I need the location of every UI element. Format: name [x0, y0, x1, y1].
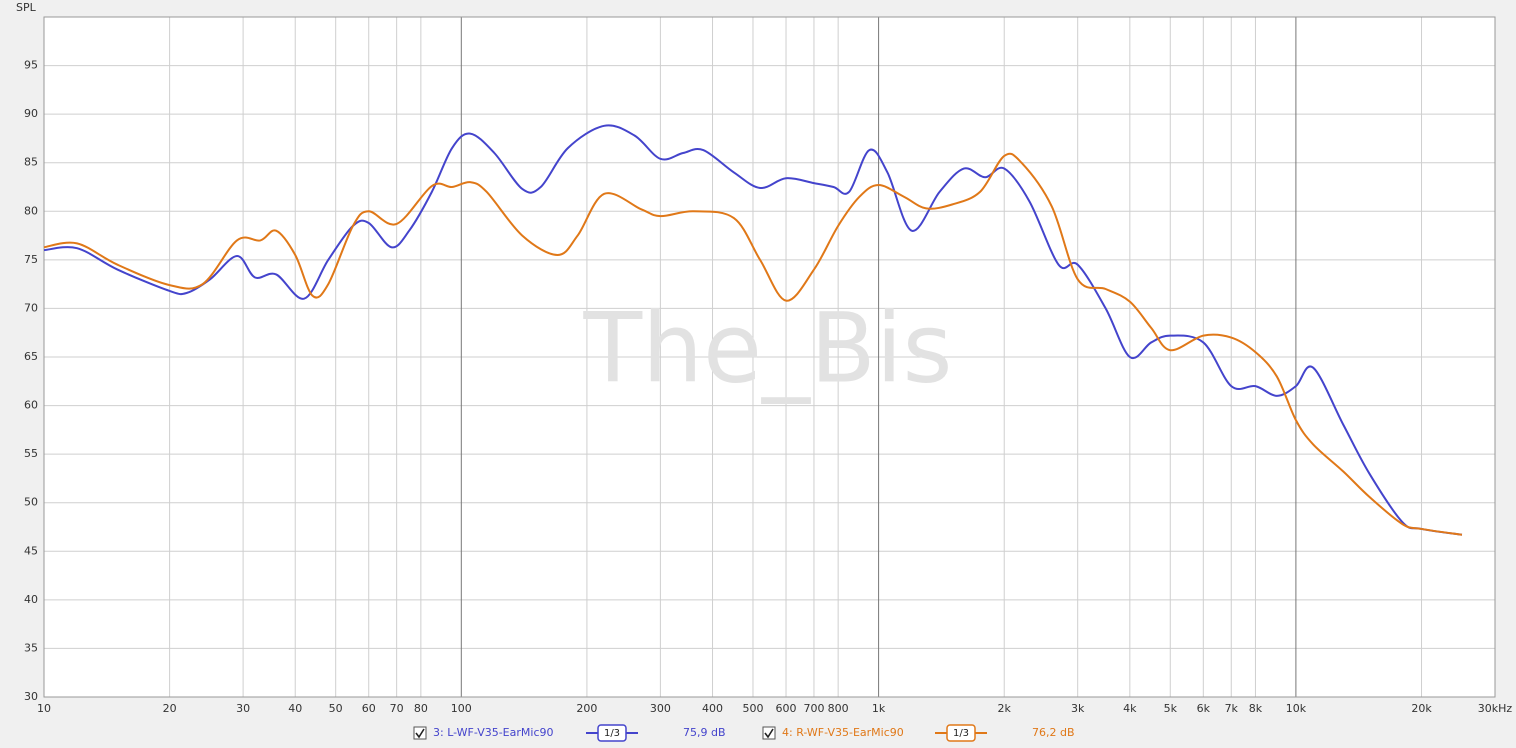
x-tick-label: 7k — [1225, 702, 1239, 715]
x-tick-label: 20k — [1411, 702, 1432, 715]
y-tick-label: 50 — [24, 496, 38, 509]
check-mark — [415, 728, 425, 739]
x-tick-label: 5k — [1164, 702, 1178, 715]
x-tick-label: 800 — [828, 702, 849, 715]
series-line — [43, 152, 1463, 536]
level-label: 75,9 dB — [683, 726, 726, 739]
x-tick-label: 8k — [1249, 702, 1263, 715]
checkbox[interactable] — [762, 726, 776, 740]
x-tick-label: 200 — [576, 702, 597, 715]
x-tick-label: 300 — [650, 702, 671, 715]
y-tick-label: 85 — [24, 156, 38, 169]
grid — [43, 17, 1496, 698]
x-tick-label: 30kHz — [1478, 702, 1513, 715]
x-tick-label: 60 — [362, 702, 376, 715]
y-tick-label: 35 — [24, 641, 38, 654]
x-tick-label: 700 — [803, 702, 824, 715]
x-tick-label: 6k — [1197, 702, 1211, 715]
y-tick-label: 55 — [24, 447, 38, 460]
x-tick-label: 40 — [288, 702, 302, 715]
x-tick-label: 600 — [776, 702, 797, 715]
y-tick-label: 60 — [24, 399, 38, 412]
x-tick-label: 3k — [1071, 702, 1085, 715]
x-tick-label: 10 — [37, 702, 51, 715]
x-tick-label: 400 — [702, 702, 723, 715]
x-tick-label: 4k — [1123, 702, 1137, 715]
smoothing-label: 1/3 — [953, 728, 969, 739]
legend-label: 3: L-WF-V35-EarMic90 — [433, 726, 553, 739]
checkbox[interactable] — [413, 726, 427, 740]
smoothing-label: 1/3 — [604, 728, 620, 739]
series-line — [43, 124, 1463, 536]
smoothing-box[interactable] — [597, 724, 627, 742]
x-tick-label: 80 — [414, 702, 428, 715]
watermark: The_Bis — [582, 292, 952, 404]
check-mark — [764, 728, 774, 739]
y-tick-label: 90 — [24, 107, 38, 120]
y-tick-label: 70 — [24, 301, 38, 314]
x-tick-label: 10k — [1286, 702, 1307, 715]
x-tick-label: 100 — [451, 702, 472, 715]
y-axis-label: SPL — [16, 1, 37, 14]
legend: 3: L-WF-V35-EarMic90 1/3 75,9 dB 4: R-WF-V3… — [413, 724, 1075, 742]
y-tick-label: 95 — [24, 59, 38, 72]
x-tick-label: 30 — [236, 702, 250, 715]
level-label: 76,2 dB — [1032, 726, 1075, 739]
x-tick-label: 70 — [390, 702, 404, 715]
plot-border — [43, 16, 1496, 698]
y-tick-label: 45 — [24, 544, 38, 557]
y-tick-label: 65 — [24, 350, 38, 363]
y-tick-label: 75 — [24, 253, 38, 266]
smoothing-box[interactable] — [946, 724, 976, 742]
y-tick-label: 40 — [24, 593, 38, 606]
legend-label: 4: R-WF-V35-EarMic90 — [782, 726, 904, 739]
y-tick-label: 30 — [24, 690, 38, 703]
x-tick-label: 500 — [742, 702, 763, 715]
x-tick-label: 50 — [329, 702, 343, 715]
y-tick-label: 80 — [24, 204, 38, 217]
x-tick-label: 1k — [872, 702, 886, 715]
x-tick-label: 20 — [163, 702, 177, 715]
x-tick-label: 2k — [998, 702, 1012, 715]
